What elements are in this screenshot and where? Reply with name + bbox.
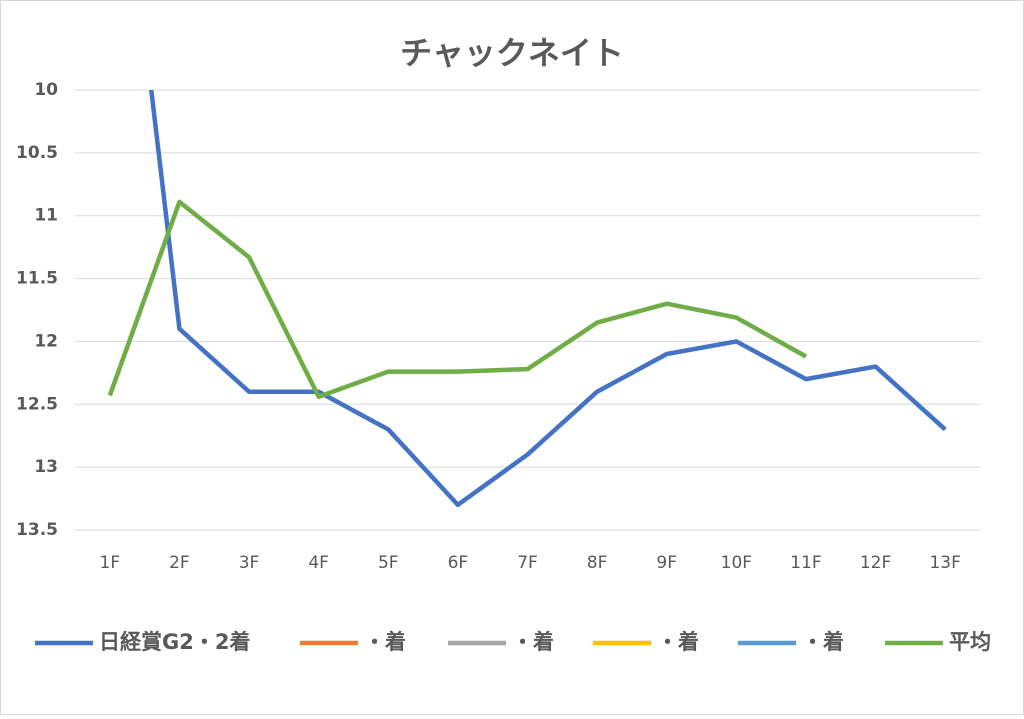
legend-label: 平均 bbox=[949, 630, 991, 654]
legend-label: ・着 bbox=[512, 630, 554, 654]
x-tick-label: 11F bbox=[790, 553, 821, 573]
x-tick-label: 6F bbox=[448, 553, 469, 573]
x-tick-label: 13F bbox=[929, 553, 960, 573]
x-tick-label: 7F bbox=[517, 553, 538, 573]
series-line bbox=[107, 199, 808, 399]
chart-title: チャックネイト bbox=[400, 34, 624, 72]
x-tick-label: 5F bbox=[378, 553, 399, 573]
legend-label: ・着 bbox=[657, 630, 699, 654]
y-tick-label: 13 bbox=[34, 457, 58, 477]
x-tick-label: 4F bbox=[308, 553, 329, 573]
x-tick-label: 12F bbox=[860, 553, 891, 573]
y-tick-label: 10 bbox=[34, 80, 58, 100]
y-tick-label: 11 bbox=[34, 206, 58, 226]
y-tick-label: 10.5 bbox=[16, 143, 58, 163]
x-tick-label: 3F bbox=[239, 553, 260, 573]
x-tick-label: 2F bbox=[169, 553, 190, 573]
y-tick-label: 12.5 bbox=[16, 394, 58, 414]
x-tick-label: 9F bbox=[656, 553, 677, 573]
x-tick-label: 10F bbox=[721, 553, 752, 573]
legend-label: ・着 bbox=[802, 630, 844, 654]
y-tick-label: 12 bbox=[34, 331, 58, 351]
legend-label: ・着 bbox=[364, 630, 406, 654]
y-tick-label: 11.5 bbox=[16, 269, 58, 289]
y-tick-label: 13.5 bbox=[16, 520, 58, 540]
x-tick-label: 8F bbox=[587, 553, 608, 573]
x-tick-label: 1F bbox=[100, 553, 121, 573]
series-line bbox=[149, 90, 947, 508]
legend-label: 日経賞G2・2着 bbox=[99, 630, 250, 654]
